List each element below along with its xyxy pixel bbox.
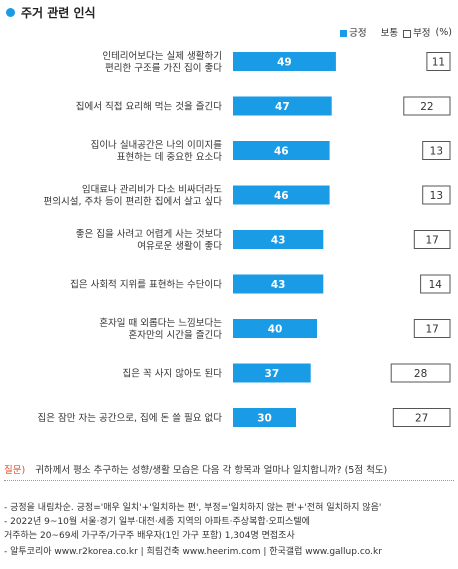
- legend-positive-label: 긍정: [349, 28, 367, 39]
- negative-value-label: 28: [414, 368, 427, 380]
- negative-bar: [413, 319, 451, 338]
- footnote-3: 거주하는 20~69세 가구주/가구주 배우자(1인 가구 포함) 1,304명…: [4, 531, 295, 541]
- footnote-1: - 긍정을 내림차순. 긍정='매우 일치'+'일치하는 편', 부정='일치하…: [4, 503, 382, 513]
- negative-value-label: 17: [425, 324, 438, 336]
- positive-value-label: 43: [271, 279, 286, 291]
- positive-value-label: 47: [275, 101, 290, 113]
- positive-bar: [233, 185, 330, 205]
- negative-value-label: 17: [425, 235, 438, 247]
- legend-negative-swatch-icon: [403, 29, 412, 38]
- category-label: 집은 꼭 사지 않아도 된다: [123, 368, 223, 380]
- negative-value-label: 11: [432, 57, 445, 69]
- legend-unit: (%): [435, 26, 452, 38]
- legend-neutral-label: 보통: [380, 28, 399, 39]
- category-label: 혼자일 때 외롭다는 느낌보다는 혼자만의 시간을 즐긴다: [99, 317, 222, 341]
- category-label: 집에서 직접 요리해 먹는 것을 즐긴다: [76, 101, 222, 113]
- category-label: 인테리어보다는 실제 생활하기 편리한 구조를 가진 집이 좋다: [102, 50, 222, 74]
- legend-neutral: 보통: [371, 25, 399, 39]
- category-label: 임대료나 관리비가 다소 비싸더라도 편의시설, 주차 등이 편리한 집에서 살고…: [44, 184, 223, 208]
- positive-bar: [233, 96, 332, 116]
- positive-value-label: 46: [274, 146, 289, 158]
- category-label: 집은 잠만 자는 공간으로, 집에 돈 쓸 필요 없다: [38, 412, 223, 424]
- category-label: 집이나 실내공간은 나의 이미지를 표현하는 데 중요한 요소다: [91, 139, 223, 163]
- chart-title-text: 주거 관련 인식: [21, 6, 96, 20]
- positive-value-label: 40: [268, 324, 283, 336]
- question-text: 귀하께서 평소 추구하는 성향/생활 모습은 다음 각 항목과 얼마나 일치합니…: [35, 465, 388, 476]
- negative-value-label: 22: [420, 101, 433, 113]
- legend-positive: 긍정: [340, 25, 367, 39]
- survey-question: 질문) 귀하께서 평소 추구하는 성향/생활 모습은 다음 각 항목과 얼마나 일…: [4, 462, 387, 476]
- positive-bar: [233, 274, 324, 294]
- footnote-4: - 알투코리아 www.r2korea.co.kr | 희림건축 www.hee…: [4, 547, 382, 557]
- footnote-2: - 2022년 9~10월 서울·경기 일부·대전·세종 지역의 아파트·주상복…: [4, 517, 310, 527]
- negative-value-label: 13: [430, 190, 443, 202]
- legend: 긍정 보통 부정 (%): [340, 25, 452, 39]
- legend-neutral-swatch-icon: [371, 30, 379, 37]
- positive-bar: [233, 230, 324, 249]
- category-label: 집은 사회적 지위를 표현하는 수단이다: [70, 279, 222, 291]
- footer-divider: [4, 480, 454, 481]
- negative-bar: [422, 185, 451, 205]
- positive-value-label: 30: [257, 413, 272, 425]
- positive-value-label: 46: [274, 190, 289, 202]
- negative-bar: [403, 96, 451, 116]
- legend-positive-swatch-icon: [340, 30, 348, 37]
- positive-bar: [233, 52, 336, 71]
- bar-chart: 인테리어보다는 실제 생활하기 편리한 구조를 가진 집이 좋다 49 11 집에서 직…: [38, 50, 451, 427]
- question-label: 질문): [4, 465, 26, 476]
- positive-value-label: 43: [271, 235, 286, 247]
- positive-bar: [233, 141, 330, 160]
- positive-bar: [233, 363, 311, 383]
- positive-value-label: 37: [265, 368, 280, 380]
- negative-bar: [413, 230, 451, 249]
- positive-bar: [233, 408, 296, 427]
- category-label: 좋은 집을 사려고 어렵게 사는 것보다 여유로운 생활이 좋다: [76, 228, 222, 252]
- negative-bar: [390, 363, 451, 383]
- negative-bar: [426, 52, 451, 71]
- bullet-icon: [6, 8, 15, 17]
- legend-negative: 부정: [403, 25, 431, 39]
- negative-value-label: 27: [415, 413, 428, 425]
- negative-bar: [392, 408, 451, 427]
- legend-negative-label: 부정: [413, 28, 431, 39]
- negative-value-label: 13: [430, 146, 443, 158]
- positive-value-label: 49: [277, 57, 292, 69]
- negative-value-label: 14: [429, 279, 443, 291]
- positive-bar: [233, 319, 317, 338]
- negative-bar: [420, 274, 451, 294]
- negative-bar: [422, 141, 451, 160]
- chart-title: 주거 관련 인식: [6, 4, 96, 21]
